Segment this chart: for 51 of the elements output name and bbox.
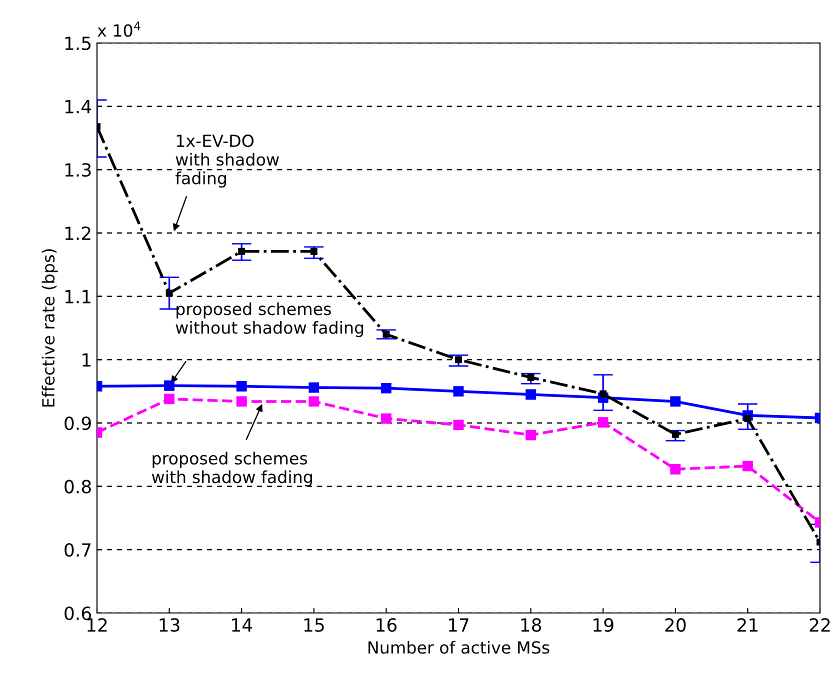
point	[453, 386, 464, 397]
point	[526, 389, 536, 400]
point	[670, 396, 681, 407]
x-tick-label: 16	[376, 618, 397, 632]
x-tick-label: 21	[738, 618, 758, 632]
y-tick-label: 1.4	[65, 100, 92, 114]
x-tick-label: 18	[521, 618, 542, 632]
x-axis-title: Number of active MSs	[368, 640, 550, 654]
point	[164, 394, 175, 404]
y-tick-label: 1.1	[65, 290, 90, 304]
point	[310, 248, 318, 255]
y-axis-title: Effective rate (bps)	[42, 249, 58, 406]
point	[672, 430, 679, 438]
y-tick-label: 1	[82, 353, 90, 367]
y-tick-label: 0.9	[64, 416, 91, 430]
text: x 10$^{4}$	[97, 22, 140, 37]
annotation: proposed schemes without shadow fading	[176, 302, 364, 338]
point	[238, 248, 246, 255]
point	[308, 382, 320, 393]
annotation: 1x-EV-DO with shadow fading	[175, 134, 279, 188]
x-tick-label: 17	[448, 618, 468, 632]
y-tick-label: 1.3	[65, 163, 91, 177]
point	[380, 413, 392, 424]
point	[527, 374, 534, 381]
point	[382, 330, 390, 338]
x-tick-label: 22	[810, 618, 830, 632]
point	[526, 430, 536, 440]
point	[670, 464, 681, 474]
point	[600, 390, 607, 398]
point	[166, 290, 173, 297]
x-tick-label: 12	[87, 618, 107, 632]
point	[598, 417, 608, 428]
point	[380, 382, 392, 394]
point	[164, 380, 175, 391]
y-tick-label: 1.2	[65, 226, 90, 240]
point	[455, 356, 462, 364]
annotation: proposed schemes with shadow fading	[152, 452, 312, 486]
y-tick-label: 0.6	[64, 606, 92, 620]
x-tick-label: 13	[160, 618, 180, 632]
point	[236, 396, 247, 407]
point	[742, 460, 753, 472]
x-tick-label: 14	[232, 618, 252, 632]
y-tick-label: 0.7	[64, 543, 91, 557]
point	[236, 381, 247, 392]
point	[453, 420, 464, 430]
y-tick-label: 0.8	[64, 480, 91, 494]
x-tick-label: 20	[665, 618, 686, 632]
x-tick-label: 19	[594, 618, 614, 632]
y-tick-label: 1.5	[65, 36, 91, 50]
x-tick-label: 15	[304, 618, 324, 632]
point	[308, 396, 320, 407]
